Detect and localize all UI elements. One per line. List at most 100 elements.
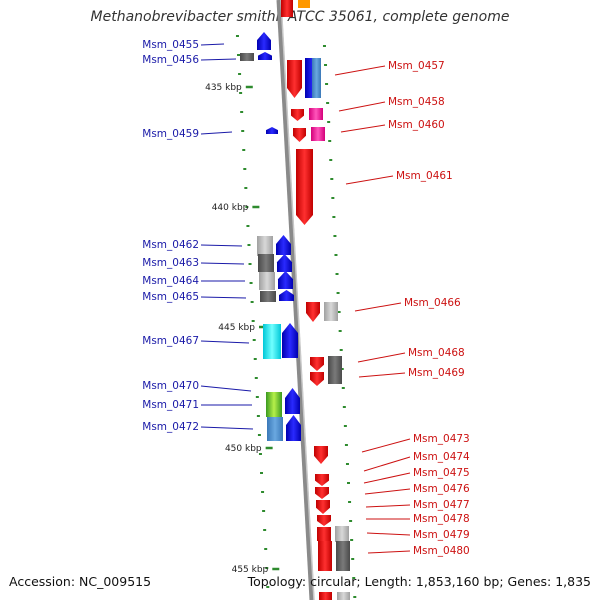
gene-label-left: Msm_0465 <box>142 291 199 303</box>
gene-arrow-msm0460 <box>293 128 306 142</box>
gene-arrow-msm0468 <box>310 357 324 371</box>
gene-arrow-msm0467 <box>282 323 298 358</box>
gene-block-msm0458 <box>309 108 323 120</box>
genome-backbone-highlight <box>280 0 315 600</box>
gene-block-msm0479-grey <box>335 526 349 542</box>
gene-label-left: Msm_0471 <box>142 399 199 411</box>
gene-block-bottom-grey <box>337 592 350 600</box>
gene-label-right: Msm_0468 <box>408 347 465 359</box>
leader-line-left <box>200 296 247 299</box>
gene-label-right: Msm_0479 <box>413 529 470 541</box>
gene-arrow-msm0463 <box>277 254 292 272</box>
leader-line-right <box>365 504 411 508</box>
gene-arrow-msm0476 <box>315 487 329 499</box>
gene-arrow-msm0464 <box>278 271 293 289</box>
leader-line-right <box>354 302 402 312</box>
leader-line-left <box>200 385 252 392</box>
gene-arrow-msm0462 <box>276 235 291 255</box>
gene-arrow-msm0455 <box>257 32 271 50</box>
leader-line-left <box>200 244 243 247</box>
leader-line-right <box>334 65 386 76</box>
gene-label-left: Msm_0467 <box>142 335 199 347</box>
gene-label-right: Msm_0475 <box>413 467 470 479</box>
leader-line-right <box>364 488 411 495</box>
gene-label-right: Msm_0477 <box>413 499 470 511</box>
topology-text: Topology: circular; Length: 1,853,160 bp… <box>247 574 591 589</box>
gene-label-left: Msm_0472 <box>142 421 199 433</box>
gene-block-top-red <box>281 0 293 17</box>
gene-label-left: Msm_0464 <box>142 275 199 287</box>
leader-line-right <box>338 101 386 112</box>
gene-label-right: Msm_0457 <box>388 60 445 72</box>
gene-block-msm0468 <box>328 356 342 384</box>
gene-block-msm0460 <box>311 127 325 141</box>
leader-line-right <box>357 352 406 363</box>
gene-label-right: Msm_0480 <box>413 545 470 557</box>
gene-label-left: Msm_0462 <box>142 239 199 251</box>
gene-arrow-msm0456 <box>258 52 272 60</box>
gene-label-left: Msm_0459 <box>142 128 199 140</box>
gene-arrow-msm0469 <box>310 372 324 386</box>
kbp-tick-label: 435 kbp <box>205 83 242 93</box>
gene-arrow-msm0475 <box>315 474 329 486</box>
leader-line-left <box>200 426 254 430</box>
gene-block-msm0456 <box>240 53 254 61</box>
gene-label-right: Msm_0474 <box>413 451 470 463</box>
gene-block-top-orange <box>298 0 310 8</box>
leader-line-right <box>366 532 411 536</box>
gene-block-msm0472 <box>267 417 283 441</box>
gene-arrow-msm0461 <box>296 149 313 225</box>
leader-line-left <box>200 131 233 135</box>
leader-line-left <box>200 43 225 46</box>
genome-backbone <box>276 0 315 600</box>
gene-block-bottom-red <box>319 592 332 600</box>
map-title: Methanobrevibacter smithii ATCC 35061, c… <box>90 9 510 25</box>
kbp-tick-label: 445 kbp <box>218 323 255 333</box>
leader-line-left <box>200 58 237 61</box>
gene-label-right: Msm_0458 <box>388 96 445 108</box>
gene-label-right: Msm_0460 <box>388 119 445 131</box>
gene-block-msm0480 <box>318 541 332 571</box>
kbp-tick-label: 455 kbp <box>232 565 269 575</box>
gene-arrow-msm0458 <box>291 109 304 121</box>
gene-label-right: Msm_0473 <box>413 433 470 445</box>
gene-arrow-msm0473 <box>314 446 328 464</box>
gene-label-left: Msm_0463 <box>142 257 199 269</box>
gene-block-msm0467 <box>263 324 281 359</box>
kbp-tick-label: 440 kbp <box>212 203 249 213</box>
gene-arrow-msm0470 <box>285 388 300 414</box>
gene-block-msm0479 <box>317 527 331 541</box>
gene-label-right: Msm_0466 <box>404 297 461 309</box>
leader-line-left <box>200 340 250 344</box>
gene-arrow-msm0478 <box>317 515 331 526</box>
gene-block-msm0466 <box>324 302 338 321</box>
leader-line-right <box>345 175 394 185</box>
leader-line-right <box>363 456 411 472</box>
gene-arrow-msm0457 <box>287 60 302 98</box>
gene-block-msm0463 <box>258 254 274 272</box>
gene-label-left: Msm_0455 <box>142 39 199 51</box>
gene-arrow-msm0459 <box>266 127 278 134</box>
gene-label-right: Msm_0476 <box>413 483 470 495</box>
gene-arrow-msm0477 <box>316 500 330 514</box>
leader-line-right <box>361 438 411 453</box>
gene-block-msm0480-grey <box>336 541 350 571</box>
kbp-tick-label: 450 kbp <box>225 444 262 454</box>
gene-block-msm0457-b <box>312 58 321 98</box>
gene-label-right: Msm_0461 <box>396 170 453 182</box>
gene-label-left: Msm_0456 <box>142 54 199 66</box>
leader-line-right <box>367 550 411 554</box>
gene-label-left: Msm_0470 <box>142 380 199 392</box>
gene-arrow-msm0472 <box>286 415 301 441</box>
gene-block-msm0470 <box>266 392 282 417</box>
gene-block-msm0464 <box>259 272 275 290</box>
leader-line-right <box>358 372 406 378</box>
gene-block-msm0462 <box>257 236 273 256</box>
gene-label-right: Msm_0469 <box>408 367 465 379</box>
gene-arrow-msm0465 <box>279 290 294 301</box>
leader-line-right <box>340 124 386 133</box>
gene-block-msm0465 <box>260 291 276 302</box>
leader-line-left <box>200 262 245 265</box>
